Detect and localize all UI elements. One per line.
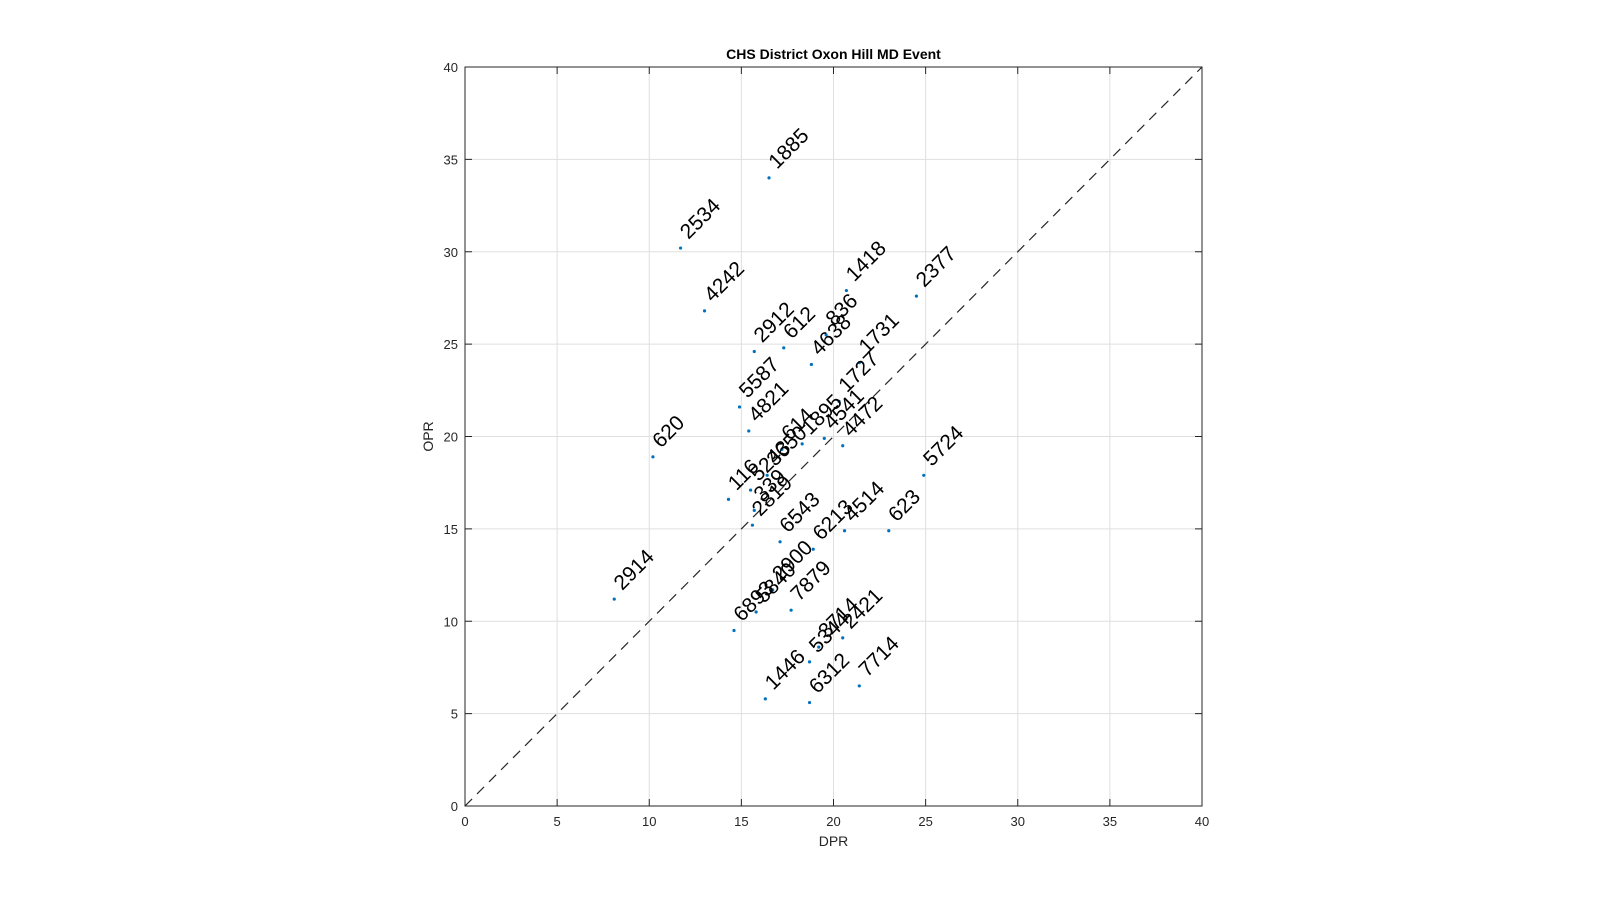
axis-ticks: 0 5 10 15 20 25 30 35 40 0 5 10 15 20 25 30 35 40 [444, 60, 1210, 829]
data-point-2914 [612, 597, 616, 601]
data-point-6213 [811, 547, 815, 551]
chart-title: CHS District Oxon Hill MD Event [726, 46, 941, 62]
data-point-7879 [789, 608, 793, 612]
x-tick-label: 30 [1011, 814, 1025, 829]
y-tick-label: 40 [444, 60, 458, 75]
data-point-2912 [752, 349, 756, 354]
y-tick-label: 25 [444, 337, 458, 352]
data-point-620 [651, 455, 655, 459]
x-tick-label: 15 [734, 814, 748, 829]
grid-lines [464, 66, 1203, 807]
y-tick-label: 20 [444, 430, 458, 445]
data-point-6312 [807, 700, 812, 705]
x-tick-label: 20 [826, 814, 840, 829]
x-tick-label: 5 [554, 814, 561, 829]
y-tick-label: 0 [451, 799, 458, 814]
data-point-4514 [842, 529, 847, 533]
data-point-1418 [844, 288, 848, 293]
data-point-4541 [822, 436, 826, 440]
data-point-623 [887, 529, 891, 533]
data-point-614 [780, 447, 784, 452]
data-point-5243 [748, 488, 753, 492]
y-axis-label: OPR [420, 421, 436, 451]
data-point-4472 [841, 444, 845, 448]
y-tick-label: 30 [444, 245, 458, 260]
data-point-612 [782, 346, 786, 350]
data-point-2421 [841, 636, 845, 640]
data-point-5587 [737, 405, 742, 409]
data-point-1885 [767, 176, 771, 180]
y-tick-label: 35 [444, 152, 458, 167]
reference-diagonal-line [464, 66, 1203, 807]
data-point-2819 [750, 523, 755, 527]
data-point-1731 [857, 361, 861, 365]
data-point-5344 [807, 660, 812, 664]
data-point-2377 [914, 294, 919, 298]
data-point-1446 [763, 697, 767, 701]
data-point-6543 [778, 540, 782, 544]
data-point-3650 [765, 473, 769, 477]
data-point-4821 [747, 429, 751, 433]
data-point-1727 [837, 399, 841, 403]
data-point-1895 [800, 442, 804, 446]
y-tick-label: 15 [444, 522, 458, 537]
x-tick-label: 25 [918, 814, 932, 829]
data-point-5724 [922, 473, 926, 477]
x-tick-label: 35 [1103, 814, 1117, 829]
data-point-7714 [857, 684, 861, 688]
data-point-6893 [732, 628, 736, 633]
data-point-4242 [702, 309, 707, 313]
x-tick-label: 10 [642, 814, 656, 829]
data-point-2534 [678, 246, 683, 250]
y-tick-label: 5 [451, 707, 458, 722]
data-point-836 [824, 333, 828, 337]
x-axis-label: DPR [819, 833, 849, 849]
data-point-4638 [809, 362, 813, 367]
y-tick-label: 10 [444, 614, 458, 629]
data-point-5840 [754, 610, 758, 614]
data-point-3714 [817, 645, 821, 649]
data-point-2900 [771, 588, 775, 592]
x-tick-label: 0 [461, 814, 468, 829]
data-points [612, 176, 926, 705]
data-point-339 [752, 508, 756, 512]
x-tick-label: 40 [1195, 814, 1209, 829]
data-point-116 [726, 497, 731, 501]
